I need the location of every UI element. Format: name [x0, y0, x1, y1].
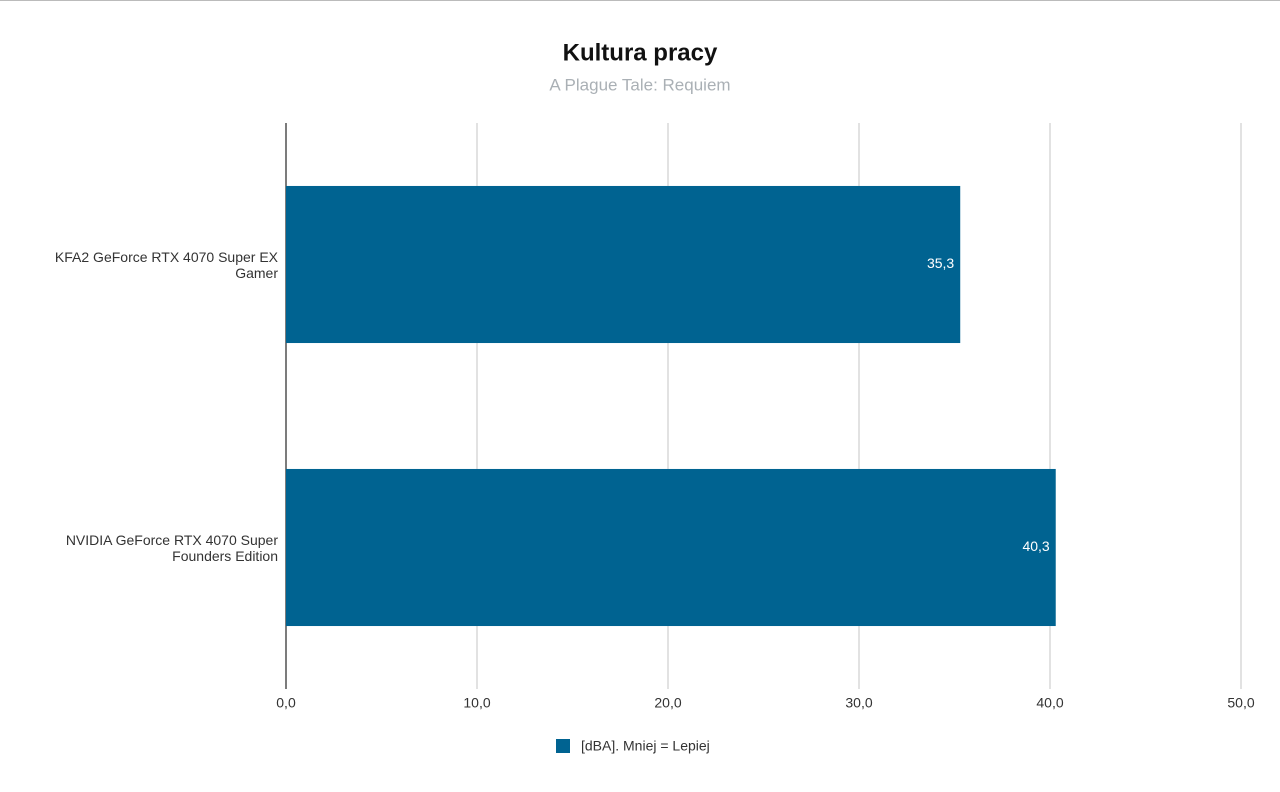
x-tick-label: 50,0 [1227, 695, 1254, 711]
bar [286, 468, 1056, 627]
legend-label: [dBA]. Mniej = Lepiej [581, 738, 710, 754]
x-tick-label: 30,0 [845, 695, 872, 711]
x-tick-label: 10,0 [463, 695, 490, 711]
chart-subtitle: A Plague Tale: Requiem [549, 75, 730, 94]
y-tick-label: KFA2 GeForce RTX 4070 Super EX Gamer [54, 248, 278, 281]
legend-swatch [556, 739, 570, 753]
chart-title: Kultura pracy [563, 39, 718, 66]
x-tick-label: 20,0 [654, 695, 681, 711]
value-label: 35,3 [927, 255, 954, 271]
value-label: 40,3 [1022, 538, 1049, 554]
x-tick-label: 40,0 [1036, 695, 1063, 711]
x-tick-label: 0,0 [276, 695, 296, 711]
bar [286, 185, 961, 344]
y-tick-label: NVIDIA GeForce RTX 4070 Super Founders E… [65, 531, 278, 564]
